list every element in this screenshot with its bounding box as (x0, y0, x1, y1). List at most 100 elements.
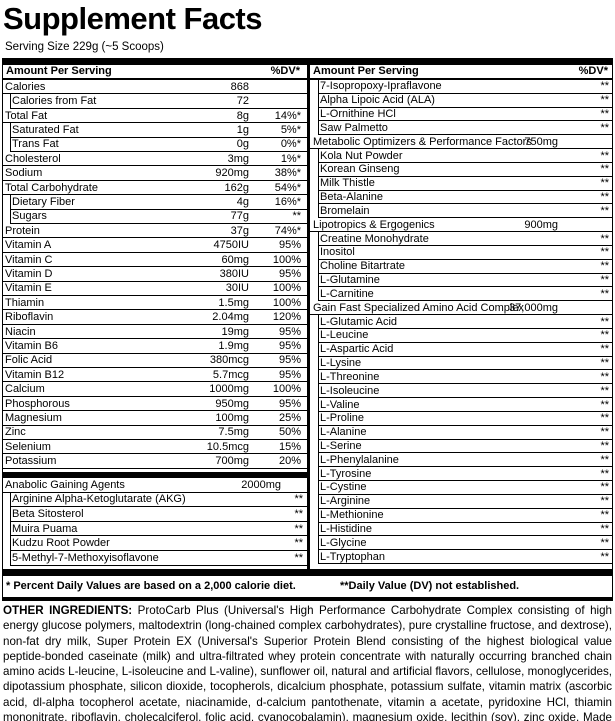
item-dv: 54%* (274, 181, 301, 194)
indent-rule (318, 411, 319, 426)
row-rule (2, 491, 307, 493)
row-rule (318, 272, 613, 274)
item-amount: 162g (224, 181, 249, 194)
row-rule (10, 550, 307, 551)
row-rule (318, 549, 613, 551)
percent-note: * Percent Daily Values are based on a 2,… (6, 580, 296, 592)
other-ingredients-text: ProtoCarb Plus (Universal's High Perform… (3, 604, 612, 721)
item-amount: 380IU (219, 267, 249, 280)
indent-rule (318, 494, 319, 509)
row-rule (2, 367, 307, 368)
item-dv: ** (600, 467, 609, 480)
item-name: Dietary Fiber (12, 195, 75, 208)
item-name: Vitamin E (5, 282, 52, 295)
indent-rule (318, 162, 319, 177)
row-rule (318, 106, 613, 108)
item-amount: 19mg (221, 325, 249, 338)
indent-rule (318, 273, 319, 288)
item-name: Creatine Monohydrate (320, 232, 429, 245)
item-name: Kola Nut Powder (320, 149, 403, 162)
item-dv: ** (600, 481, 609, 494)
item-amount: 900mg (524, 218, 558, 231)
indent-rule (10, 209, 11, 224)
item-dv: ** (600, 163, 609, 176)
indent-rule (318, 550, 319, 565)
item-name: Gain Fast Specialized Amino Acid Complex (313, 301, 524, 314)
indent-rule (10, 521, 11, 537)
indent-rule (318, 508, 319, 523)
indent-rule (318, 425, 319, 440)
row-rule (10, 223, 307, 224)
item-name: L-Alanine (320, 426, 367, 439)
row-rule (2, 251, 307, 253)
item-name: Vitamin B6 (5, 339, 58, 352)
item-amount: 100mg (215, 411, 249, 424)
row-rule (2, 410, 307, 412)
item-dv: 100% (272, 253, 301, 266)
item-amount: 380mcg (209, 354, 249, 367)
row-rule (318, 438, 613, 440)
indent-rule (318, 315, 319, 329)
item-name: L-Cystine (320, 481, 367, 494)
item-name: Choline Bitartrate (320, 260, 405, 273)
item-name: Calcium (5, 383, 45, 396)
item-name: Vitamin A (5, 239, 52, 252)
row-rule (318, 189, 613, 191)
item-dv: 1%* (280, 152, 301, 165)
row-rule (2, 338, 307, 340)
item-amount: 10.5mcg (206, 440, 249, 453)
item-name: Calories from Fat (12, 95, 97, 108)
indent-rule (318, 536, 319, 551)
item-amount: 37,000mg (509, 301, 558, 314)
item-amount: 2000mg (241, 478, 281, 491)
indent-rule (318, 121, 319, 136)
row-rule (2, 194, 307, 196)
row-rule (10, 520, 307, 522)
item-name: Beta-Alanine (320, 191, 383, 204)
item-name: L-Tyrosine (320, 467, 372, 480)
item-name: Phosphorous (5, 397, 70, 410)
item-amount: 1g (236, 123, 249, 136)
item-name: Inositol (320, 246, 355, 259)
item-name: L-Carnitine (320, 287, 374, 300)
item-name: Protein (5, 224, 40, 237)
item-name: L-Arginine (320, 495, 371, 508)
item-amount: 37g (230, 224, 249, 237)
item-amount: 30IU (225, 282, 249, 295)
item-name: Cholesterol (5, 152, 61, 165)
row-rule (10, 506, 307, 508)
item-name: Total Fat (5, 109, 48, 122)
item-name: Riboflavin (5, 311, 54, 324)
indent-rule (318, 176, 319, 191)
row-rule (2, 453, 307, 455)
row-rule (318, 120, 613, 122)
item-name: L-Tryptophan (320, 550, 386, 563)
row-rule (310, 148, 613, 150)
row-rule (318, 217, 613, 219)
indent-rule (318, 522, 319, 537)
indent-rule (10, 94, 11, 109)
item-dv: ** (600, 550, 609, 563)
indent-rule (318, 149, 319, 163)
row-rule (318, 507, 613, 509)
item-dv: ** (600, 287, 609, 300)
item-dv: ** (600, 315, 609, 328)
item-dv: ** (292, 210, 301, 223)
item-amount: 700mg (215, 455, 249, 468)
item-name: Metabolic Optimizers & Performance Facto… (313, 135, 532, 148)
item-dv: ** (600, 204, 609, 217)
row-rule (318, 244, 613, 246)
row-rule (318, 300, 613, 302)
indent-rule (318, 204, 319, 219)
row-rule (318, 424, 613, 426)
item-amount: 77g (230, 210, 249, 223)
indent-rule (318, 342, 319, 357)
row-rule (318, 563, 613, 565)
row-rule (2, 93, 307, 95)
item-name: Vitamin D (5, 267, 53, 280)
item-name: Lipotropics & Ergogenics (313, 218, 435, 231)
item-name: Vitamin B12 (5, 368, 65, 381)
item-name: Trans Fat (12, 138, 59, 151)
right-heading: Amount Per Serving (313, 65, 419, 77)
item-name: Korean Ginseng (320, 163, 400, 176)
